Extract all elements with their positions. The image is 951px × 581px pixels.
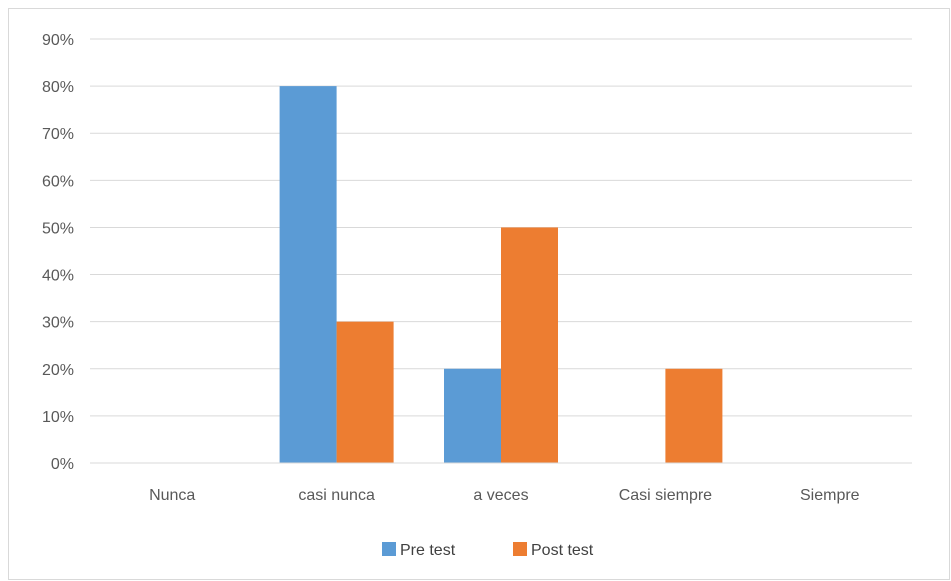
y-tick-label: 10% [42,409,74,426]
x-tick-label: Casi siempre [619,487,712,504]
x-tick-label: casi nunca [298,487,375,504]
bar-post-test [665,368,723,463]
legend-swatch [382,542,396,556]
y-tick-label: 60% [42,173,74,190]
y-axis-tick-labels: 0% 10% 20% 30% 40% 50% 60% 70% 80% 90% [42,32,74,473]
y-tick-label: 40% [42,268,74,285]
y-tick-label: 20% [42,362,74,379]
y-tick-label: 50% [42,220,74,237]
legend: Pre test Post test [382,542,594,559]
bar-pre-test [444,368,501,463]
bars [279,86,723,463]
bar-post-test [336,321,394,463]
gridlines [90,38,912,417]
y-tick-label: 0% [51,456,74,473]
x-axis-tick-labels: Nunca casi nunca a veces Casi siempre Siempr… [149,487,860,504]
x-tick-label: a veces [473,487,528,504]
chart-frame [8,8,950,580]
x-tick-label: Nunca [149,487,195,504]
y-tick-label: 30% [42,315,74,332]
x-tick-label: Siempre [800,487,860,504]
legend-swatch [513,542,527,556]
y-tick-label: 90% [42,32,74,49]
bar-pre-test [279,86,337,463]
bar-post-test [501,227,558,463]
legend-label: Post test [531,542,594,559]
y-tick-label: 80% [42,79,74,96]
legend-label: Pre test [400,542,456,559]
y-tick-label: 70% [42,126,74,143]
